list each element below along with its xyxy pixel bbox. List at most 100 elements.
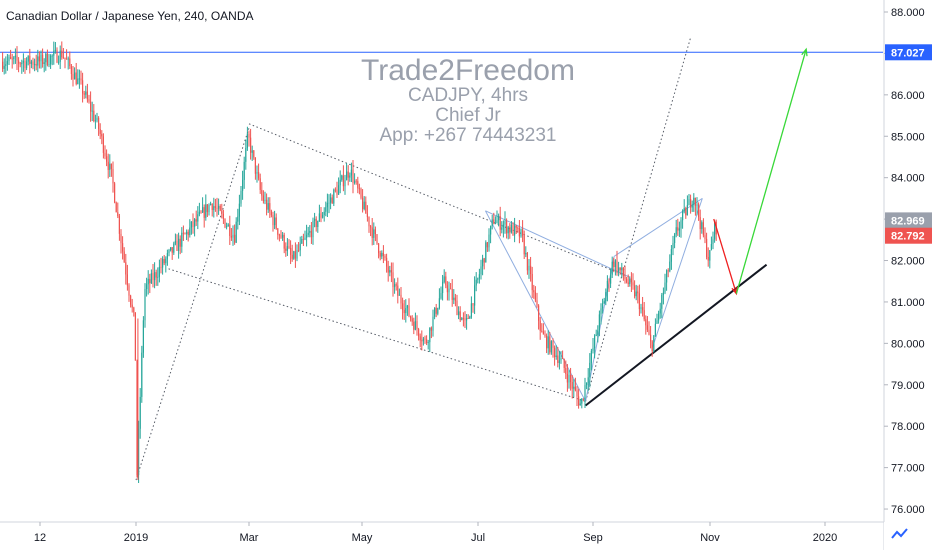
candle-body (104, 152, 106, 157)
candle-body (579, 403, 581, 406)
candle-body (450, 288, 452, 290)
candle-body (125, 262, 127, 275)
candle-body (698, 204, 700, 218)
candle-body (112, 168, 114, 184)
candle-body (370, 226, 372, 228)
y-tick-label: 88.000 (891, 7, 925, 19)
candle-body (510, 224, 512, 233)
candle-body (362, 197, 364, 210)
candle-body (144, 288, 146, 321)
candle-body (70, 66, 72, 74)
candle-body (552, 341, 554, 348)
candle-body (246, 133, 248, 148)
candle-body (338, 185, 340, 195)
candle-body (210, 204, 212, 205)
candle-body (550, 341, 552, 353)
candle-body (611, 261, 613, 275)
candle-body (614, 260, 616, 268)
candle-body (403, 309, 405, 314)
candle-body (654, 323, 656, 336)
candle-body (325, 207, 327, 212)
candle-body (296, 250, 298, 259)
candle-body (509, 227, 511, 233)
candle-body (467, 318, 469, 319)
x-tick-label: 12 (34, 532, 46, 544)
candle-body (29, 55, 31, 64)
candle-body (432, 316, 434, 331)
candle-body (618, 267, 620, 272)
candle-body (56, 49, 58, 63)
candle-body (424, 338, 426, 340)
candle-body (216, 207, 218, 209)
candle-body (486, 242, 488, 248)
y-tick-label: 78.000 (891, 421, 925, 433)
candle-body (266, 199, 268, 210)
candle-body (696, 204, 698, 206)
candle-body (138, 428, 140, 476)
candle-body (288, 246, 290, 248)
hidden-price-tag-bg (885, 212, 932, 229)
candle-body (146, 284, 148, 289)
candle-body (128, 285, 130, 296)
candle-body (118, 216, 120, 234)
candle-body (514, 225, 516, 236)
candle-body (659, 308, 661, 314)
candle-body (707, 256, 709, 261)
wedge-line (651, 198, 703, 348)
candle-body (458, 311, 460, 316)
candle-body (189, 227, 191, 236)
candle-body (384, 256, 386, 258)
candle-body (243, 161, 245, 180)
candle-body (568, 375, 570, 383)
candle-body (581, 398, 583, 404)
candle-body (206, 204, 208, 213)
candle-body (162, 259, 164, 268)
candle-body (150, 273, 152, 284)
candle-body (416, 321, 418, 330)
candle-body (267, 203, 269, 210)
y-tick-label: 86.000 (891, 90, 925, 102)
candle-body (630, 278, 632, 283)
candle-body (122, 243, 124, 252)
candle-body (251, 150, 253, 153)
candle-body (528, 265, 530, 271)
candle-body (602, 303, 604, 309)
candle-body (691, 204, 693, 208)
candle-body (293, 251, 295, 259)
candle-body (666, 270, 668, 283)
candle-body (536, 300, 538, 306)
candle-body (682, 211, 684, 221)
candle-body (219, 205, 221, 211)
breakout-line (585, 36, 692, 402)
corner-box (884, 522, 932, 550)
candle-body (541, 330, 543, 332)
watermark-line: App: +267 74443231 (379, 125, 557, 146)
candle-body (650, 334, 652, 342)
candle-body (309, 230, 311, 233)
candle-body (638, 293, 640, 310)
candle-body (456, 300, 458, 316)
candles-layer (2, 41, 717, 484)
candle-body (208, 204, 210, 213)
candle-body (86, 91, 88, 100)
candle-body (574, 386, 576, 391)
candle-body (544, 334, 546, 336)
candle-body (117, 212, 119, 217)
candle-body (51, 55, 53, 57)
candle-body (173, 243, 175, 253)
watermark-brand: Trade2Freedom (361, 54, 575, 87)
candle-body (594, 335, 596, 349)
candle-body (278, 234, 280, 236)
candle-body (520, 228, 522, 237)
candle-body (485, 242, 487, 263)
overlay-layer (713, 47, 808, 296)
candle-body (354, 180, 356, 183)
candle-body (662, 292, 664, 295)
candle-body (608, 280, 610, 284)
candle-body (283, 234, 285, 249)
candle-body (483, 258, 485, 263)
y-tick-label: 77.000 (891, 463, 925, 475)
candle-body (371, 227, 373, 238)
